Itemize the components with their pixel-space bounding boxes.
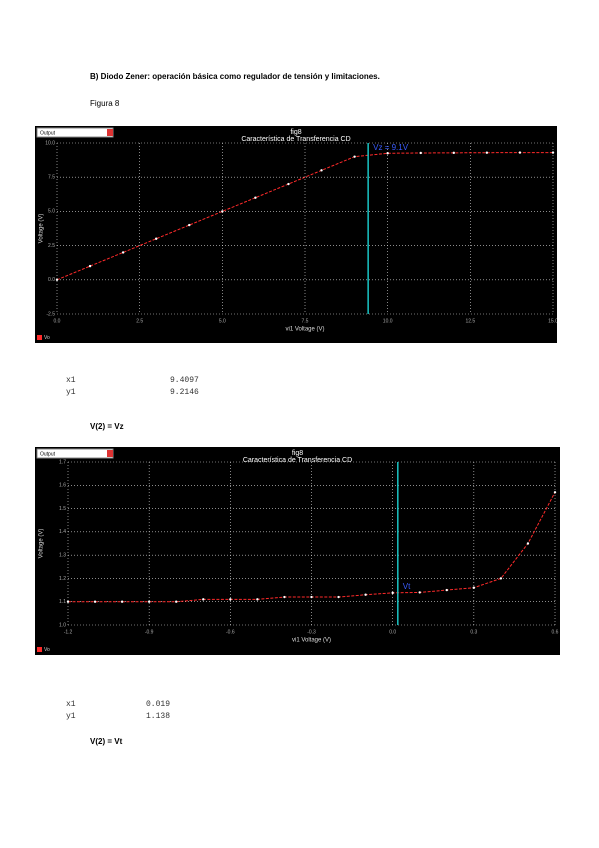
data-point — [188, 223, 191, 227]
y-tick-label: 1.0 — [59, 622, 66, 628]
chart-subtitle: Característica de Transferencia CD — [241, 136, 350, 143]
x-tick-label: -0.3 — [307, 629, 316, 635]
annotation: Vt — [403, 582, 411, 591]
data-point — [337, 595, 340, 599]
y-tick-label: 1.2 — [59, 576, 66, 582]
data-point — [485, 151, 489, 154]
y-tick-label: 1.7 — [59, 459, 66, 465]
x-tick-label: 2.5 — [136, 318, 143, 324]
data-point — [283, 595, 286, 599]
y-axis-label: Voltage (V) — [39, 529, 45, 559]
readout-label: y1 — [66, 712, 76, 721]
data-point — [553, 491, 557, 494]
data-point — [221, 210, 224, 213]
selector-label: Output — [40, 130, 56, 136]
y-tick-label: 0.0 — [48, 277, 55, 283]
legend-swatch — [37, 335, 42, 340]
selector-close[interactable] — [107, 129, 113, 136]
chart-subtitle: Característica de Transferencia CD — [243, 457, 352, 464]
series-line — [56, 152, 553, 281]
data-point — [419, 151, 422, 155]
x-tick-label: 0.0 — [54, 318, 61, 324]
chart-title: fig8 — [290, 129, 301, 136]
selector-label: Output — [40, 451, 56, 457]
x-axis-label: vi1 Voltage (V) — [285, 327, 324, 333]
x-tick-label: 12.5 — [465, 318, 475, 324]
chart-title: fig8 — [292, 450, 303, 457]
heading: B) Diodo Zener: operación básica como re… — [90, 72, 380, 81]
data-point — [310, 595, 313, 599]
data-point — [256, 598, 259, 601]
selector-close[interactable] — [107, 450, 113, 457]
readout-value: 9.2146 — [170, 388, 199, 397]
x-tick-label: 10.0 — [383, 318, 393, 324]
data-point — [445, 588, 448, 592]
y-axis-label: Voltage (V) — [39, 214, 45, 244]
data-point — [88, 264, 92, 268]
data-point — [353, 155, 356, 158]
x-tick-label: -1.2 — [64, 629, 73, 635]
y-tick-label: -2.5 — [46, 311, 55, 317]
readout-value: 9.4097 — [170, 376, 199, 385]
y-tick-label: 1.1 — [59, 599, 66, 605]
x-tick-label: 0.0 — [389, 629, 396, 635]
data-point — [229, 598, 232, 601]
y-tick-label: 7.5 — [48, 175, 55, 181]
data-point — [518, 151, 522, 154]
x-tick-label: 15.0 — [548, 318, 557, 324]
caption: V(2) = Vt — [90, 737, 123, 746]
x-tick-label: 5.0 — [219, 318, 226, 324]
data-point — [472, 586, 476, 589]
y-tick-label: 10.0 — [45, 140, 55, 146]
x-tick-label: 0.3 — [470, 629, 477, 635]
y-tick-label: 5.0 — [48, 209, 55, 215]
data-point — [499, 577, 503, 580]
y-tick-label: 1.6 — [59, 483, 66, 489]
figure-label: Figura 8 — [90, 99, 120, 108]
annotation: Vz = 9.1V — [373, 143, 409, 152]
data-point — [202, 598, 205, 601]
legend-label: Vo — [44, 647, 50, 653]
data-point — [551, 151, 555, 154]
data-point — [526, 542, 530, 545]
data-point — [254, 196, 257, 199]
legend-label: Vo — [44, 335, 50, 341]
legend-swatch — [37, 647, 42, 652]
data-point — [155, 237, 158, 240]
data-point — [120, 600, 124, 603]
y-tick-label: 1.4 — [59, 529, 66, 535]
data-point — [452, 151, 455, 155]
data-point — [93, 600, 97, 603]
data-point — [55, 278, 59, 281]
x-tick-label: 7.5 — [302, 318, 309, 324]
x-axis-label: vi1 Voltage (V) — [292, 638, 331, 644]
x-tick-label: 0.6 — [552, 629, 559, 635]
readout-label: x1 — [66, 700, 76, 709]
data-point — [320, 169, 323, 172]
data-point — [175, 600, 178, 603]
data-point — [391, 591, 394, 595]
data-point — [147, 600, 151, 603]
caption: V(2) = Vz — [90, 422, 124, 431]
data-point — [386, 152, 389, 155]
readout-label: y1 — [66, 388, 76, 397]
x-tick-label: -0.9 — [145, 629, 154, 635]
y-tick-label: 1.3 — [59, 552, 66, 558]
x-tick-label: -0.6 — [226, 629, 235, 635]
data-point — [121, 251, 125, 254]
data-point — [418, 591, 421, 594]
readout-value: 0.019 — [146, 700, 171, 709]
data-point — [66, 600, 70, 603]
y-tick-label: 1.5 — [59, 506, 66, 512]
readout-label: x1 — [66, 376, 76, 385]
data-point — [287, 182, 290, 186]
y-tick-label: 2.5 — [48, 243, 55, 249]
data-point — [364, 593, 367, 596]
readout-value: 1.138 — [146, 712, 171, 721]
